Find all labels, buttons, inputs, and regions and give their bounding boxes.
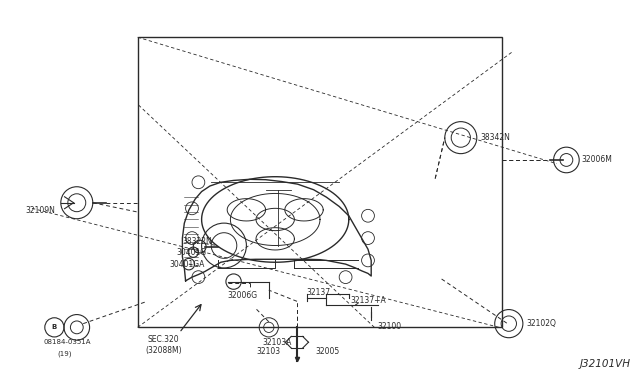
Text: (19): (19) [58,350,72,357]
Text: 32005: 32005 [316,347,340,356]
Text: 32103: 32103 [256,347,280,356]
Text: 38322N: 38322N [182,237,212,246]
Text: 32137: 32137 [306,288,330,296]
Bar [138,37,502,327]
Text: 32137+A: 32137+A [351,296,387,305]
Text: 32109N: 32109N [26,206,56,215]
Text: SEC.320
(32088M): SEC.320 (32088M) [145,335,182,355]
Text: 32100: 32100 [378,322,402,331]
Text: 32103A: 32103A [262,338,292,347]
Text: 32006G: 32006G [228,291,258,300]
Text: B: B [52,324,57,330]
Text: 38342N: 38342N [480,133,510,142]
Text: 08184-0351A: 08184-0351A [44,339,91,345]
Text: 32006M: 32006M [581,155,612,164]
Text: 32102Q: 32102Q [527,319,557,328]
Text: J32101VH: J32101VH [579,359,630,369]
Text: 30401G: 30401G [176,248,206,257]
Text: 30401GA: 30401GA [170,260,205,269]
